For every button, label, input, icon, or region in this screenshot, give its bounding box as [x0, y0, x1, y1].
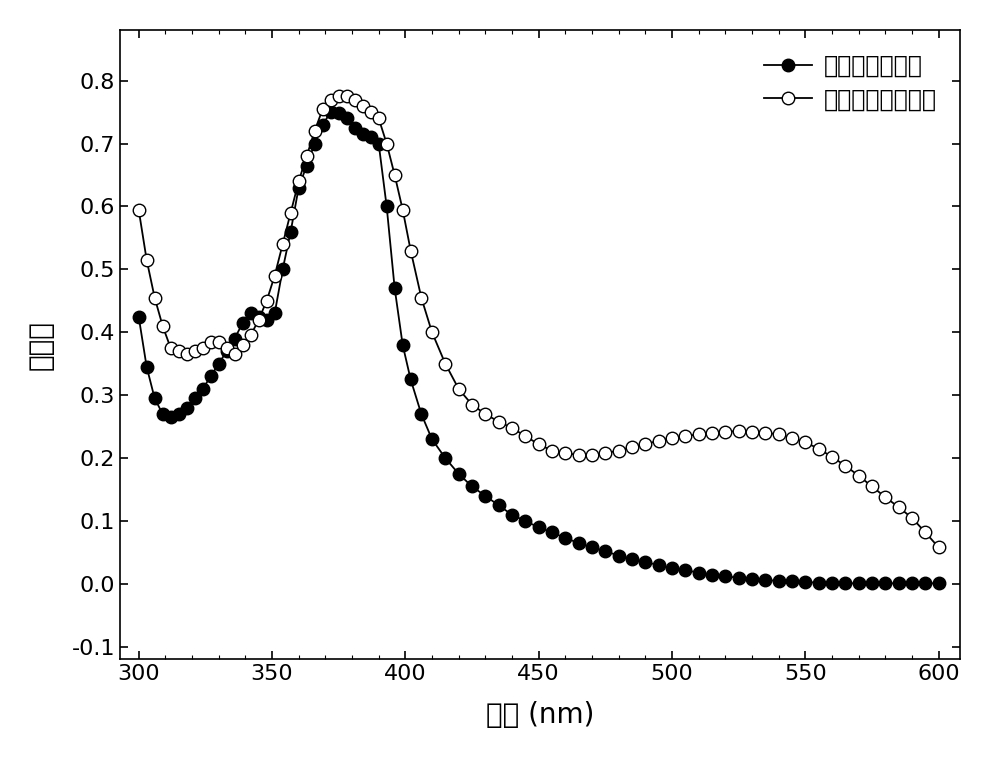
未添加脱毒油茶粕 — [746, 428, 758, 437]
未添加脱毒油茶粕 — [839, 461, 851, 470]
添加脱毒油茶粕 — [733, 573, 745, 582]
未添加脱毒油茶粕 — [181, 349, 193, 359]
Line: 添加脱毒油茶粕: 添加脱毒油茶粕 — [132, 106, 945, 590]
添加脱毒油茶粕 — [181, 403, 193, 412]
未添加脱毒油茶粕 — [733, 427, 745, 436]
未添加脱毒油茶粕 — [706, 428, 718, 437]
未添加脱毒油茶粕 — [133, 205, 145, 215]
未添加脱毒油茶粕 — [933, 543, 945, 552]
添加脱毒油茶粕 — [133, 312, 145, 321]
Y-axis label: 吸光值: 吸光值 — [27, 320, 55, 370]
添加脱毒油茶粕 — [839, 579, 851, 588]
添加脱毒油茶粕 — [853, 579, 865, 588]
添加脱毒油茶粕 — [706, 570, 718, 579]
Legend: 添加脱毒油茶粕, 未添加脱毒油茶粕: 添加脱毒油茶粕, 未添加脱毒油茶粕 — [753, 42, 948, 124]
未添加脱毒油茶粕 — [773, 430, 785, 439]
添加脱毒油茶粕 — [746, 575, 758, 584]
X-axis label: 波长 (nm): 波长 (nm) — [486, 701, 594, 729]
添加脱毒油茶粕 — [773, 576, 785, 585]
未添加脱毒油茶粕 — [333, 92, 345, 101]
添加脱毒油茶粕 — [325, 108, 337, 117]
添加脱毒油茶粕 — [933, 579, 945, 588]
Line: 未添加脱毒油茶粕: 未添加脱毒油茶粕 — [132, 90, 945, 554]
